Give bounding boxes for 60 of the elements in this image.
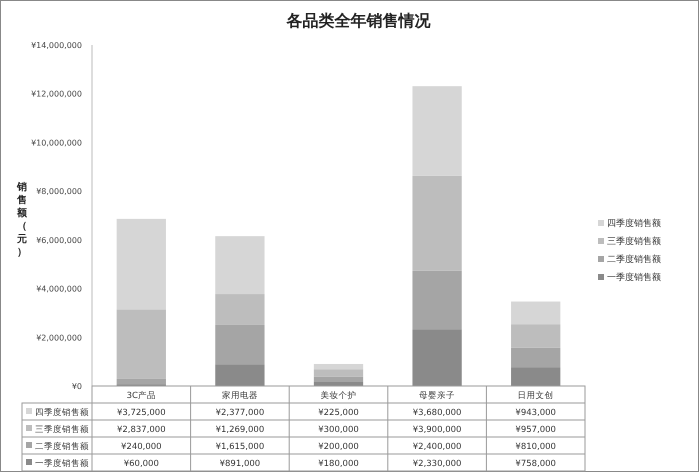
y-tick-label: ¥12,000,000 bbox=[31, 90, 82, 99]
data-label: ¥1,269,000 bbox=[216, 425, 264, 435]
y-tick-label: ¥8,000,000 bbox=[36, 187, 82, 196]
data-label: ¥3,680,000 bbox=[412, 408, 462, 418]
data-label: ¥60,000 bbox=[124, 459, 159, 469]
bar bbox=[314, 376, 364, 382]
bar bbox=[116, 310, 166, 379]
data-label: ¥200,000 bbox=[318, 442, 359, 452]
y-tick-label: ¥10,000,000 bbox=[31, 138, 82, 148]
y-tick-label: ¥2,000,000 bbox=[36, 333, 82, 342]
data-label: ¥1,615,000 bbox=[216, 442, 264, 452]
bar bbox=[412, 329, 462, 386]
legend-label: 四季度销售额 bbox=[607, 218, 661, 229]
y-axis-title: 销售额（元） bbox=[16, 181, 28, 258]
x-tick-label: 家用电器 bbox=[222, 390, 258, 401]
y-tick-label: ¥6,000,000 bbox=[36, 236, 82, 245]
bar bbox=[215, 364, 265, 386]
bar bbox=[314, 364, 364, 370]
data-label: ¥891,000 bbox=[220, 459, 260, 469]
text: 三季度销售额 bbox=[35, 425, 89, 435]
legend-label: 二季度销售额 bbox=[607, 254, 661, 265]
chart-title: 各品类全年销售情况 bbox=[286, 11, 432, 30]
bar bbox=[511, 302, 560, 324]
bar bbox=[511, 368, 560, 386]
data-label: ¥180,000 bbox=[318, 459, 359, 469]
text: 四季度销售额 bbox=[35, 408, 89, 418]
data-label: ¥3,900,000 bbox=[412, 425, 462, 435]
data-label: ¥300,000 bbox=[318, 425, 359, 435]
bar bbox=[215, 294, 265, 325]
x-tick-label: 美妆个护 bbox=[320, 390, 356, 401]
x-tick-label: 母婴亲子 bbox=[419, 390, 456, 401]
bar bbox=[314, 369, 364, 377]
bar bbox=[215, 236, 265, 294]
bar bbox=[511, 324, 560, 348]
y-tick-label: ¥14,000,000 bbox=[31, 41, 82, 50]
text: 二季度销售额 bbox=[35, 442, 89, 452]
data-label: ¥2,837,000 bbox=[116, 425, 166, 435]
y-tick-label: ¥4,000,000 bbox=[36, 284, 82, 294]
data-label: ¥810,000 bbox=[515, 442, 556, 452]
data-label: ¥957,000 bbox=[515, 425, 556, 435]
legend-label: 一季度销售额 bbox=[607, 272, 661, 283]
x-tick-label: 3C产品 bbox=[126, 390, 156, 401]
data-label: ¥240,000 bbox=[121, 442, 162, 452]
y-tick-label: ¥0 bbox=[72, 382, 82, 391]
data-label: ¥3,725,000 bbox=[116, 408, 166, 418]
bar bbox=[412, 176, 462, 271]
text: 一季度销售额 bbox=[35, 459, 89, 469]
data-label: ¥943,000 bbox=[515, 408, 556, 418]
bar bbox=[116, 218, 166, 310]
bar bbox=[412, 86, 462, 176]
x-tick-label: 日用文创 bbox=[518, 390, 554, 401]
data-label: ¥758,000 bbox=[515, 459, 556, 469]
legend-label: 三季度销售额 bbox=[607, 236, 661, 247]
bar bbox=[215, 324, 265, 364]
data-label: ¥2,330,000 bbox=[412, 459, 462, 469]
data-label: ¥2,377,000 bbox=[216, 408, 264, 418]
bar bbox=[412, 270, 462, 330]
data-label: ¥225,000 bbox=[318, 408, 359, 418]
data-label: ¥2,400,000 bbox=[412, 442, 462, 452]
bar bbox=[511, 348, 560, 368]
